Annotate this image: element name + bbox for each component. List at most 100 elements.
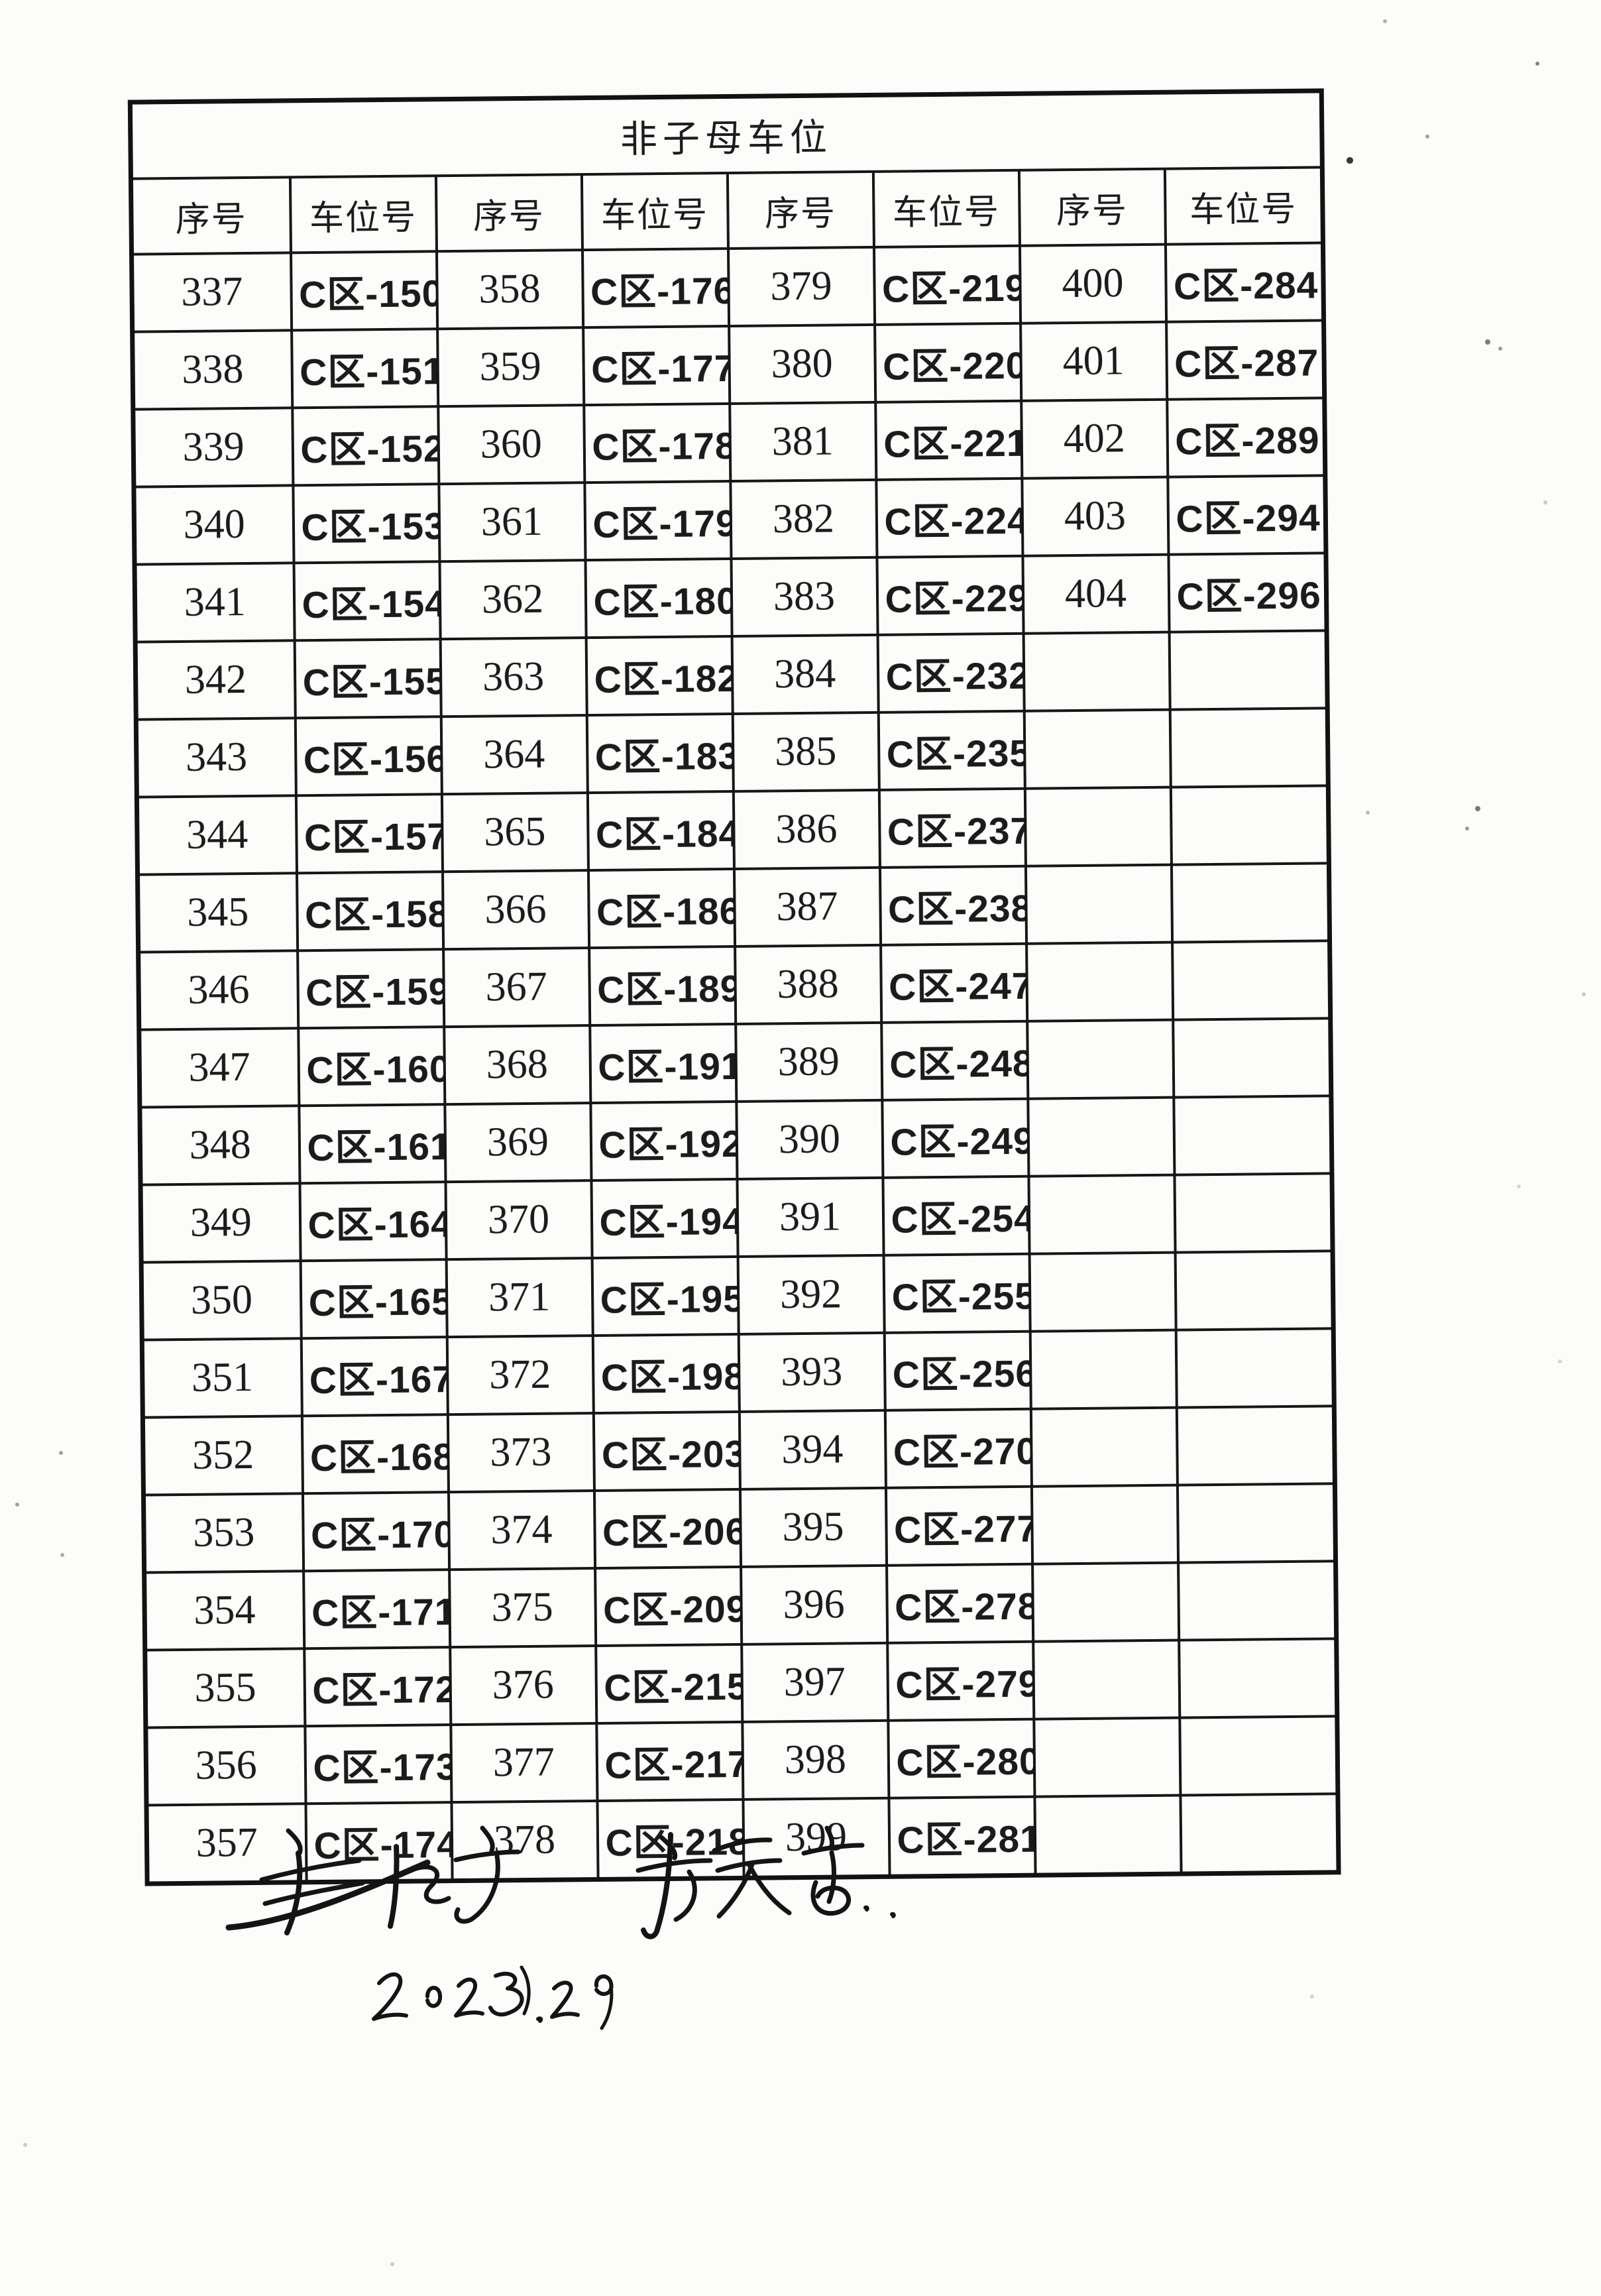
serial-number-cell bbox=[1034, 1795, 1182, 1876]
parking-space-cell: C区-198 bbox=[592, 1334, 740, 1414]
header-serial-1: 序号 bbox=[131, 177, 291, 255]
serial-number-cell: 389 bbox=[735, 1022, 882, 1102]
parking-space-cell: C区-238 bbox=[879, 866, 1026, 945]
parking-space-cell: C区-167 bbox=[301, 1337, 448, 1416]
parking-space-cell bbox=[1170, 785, 1329, 865]
signature-right bbox=[635, 1825, 896, 1939]
parking-space-cell: C区-178 bbox=[583, 404, 730, 483]
serial-number-cell: 365 bbox=[441, 793, 588, 872]
parking-space-cell: C区-232 bbox=[877, 633, 1024, 713]
parking-space-cell: C区-177 bbox=[582, 326, 730, 406]
serial-number-cell bbox=[1026, 942, 1173, 1021]
table-row: 338 C区-151 359 C区-177 380 C区-220 401 C区-287 bbox=[132, 320, 1325, 410]
serial-number-cell: 375 bbox=[449, 1568, 596, 1648]
table-row: 344 C区-157 365 C区-184 386 C区-237 bbox=[137, 785, 1329, 875]
serial-number-cell: 347 bbox=[138, 1028, 299, 1108]
serial-number-cell bbox=[1030, 1330, 1177, 1409]
parking-space-cell: C区-157 bbox=[296, 794, 443, 874]
parking-space-cell bbox=[1177, 1483, 1336, 1563]
parking-space-cell: C区-254 bbox=[882, 1176, 1030, 1255]
serial-number-cell: 368 bbox=[443, 1025, 590, 1105]
serial-number-cell: 404 bbox=[1022, 554, 1170, 634]
serial-number-cell: 384 bbox=[732, 634, 879, 714]
serial-number-cell: 337 bbox=[131, 253, 292, 332]
parking-space-cell: C区-279 bbox=[887, 1641, 1034, 1721]
parking-space-cell: C区-215 bbox=[595, 1644, 742, 1724]
serial-number-cell: 396 bbox=[740, 1565, 887, 1644]
serial-number-cell: 391 bbox=[736, 1177, 884, 1257]
parking-space-cell bbox=[1169, 630, 1328, 710]
serial-number-cell: 373 bbox=[447, 1413, 594, 1493]
parking-space-cell: C区-191 bbox=[589, 1023, 736, 1104]
parking-space-cell: C区-155 bbox=[294, 639, 441, 718]
serial-number-cell: 379 bbox=[728, 247, 875, 327]
serial-number-cell: 380 bbox=[728, 324, 875, 404]
serial-number-cell: 398 bbox=[742, 1720, 889, 1800]
serial-number-cell: 395 bbox=[740, 1487, 887, 1567]
serial-number-cell bbox=[1028, 1175, 1176, 1254]
table-row: 354 C区-171 375 C区-209 396 C区-278 bbox=[144, 1561, 1337, 1650]
serial-number-cell: 401 bbox=[1020, 321, 1167, 401]
serial-number-cell: 354 bbox=[144, 1571, 304, 1650]
serial-number-cell: 352 bbox=[142, 1416, 303, 1495]
serial-number-cell bbox=[1027, 1097, 1174, 1177]
parking-space-cell: C区-270 bbox=[885, 1408, 1032, 1488]
table-title-row: 非子母车位 bbox=[130, 90, 1323, 179]
serial-number-cell bbox=[1032, 1640, 1180, 1719]
parking-space-table: 非子母车位 序号 车位号 序号 车位号 序号 车位号 序号 车位号 337 C区-… bbox=[127, 88, 1341, 1886]
parking-space-cell: C区-249 bbox=[881, 1098, 1028, 1178]
serial-number-cell bbox=[1026, 1019, 1174, 1099]
table-row: 348 C区-161 369 C区-192 390 C区-249 bbox=[139, 1096, 1332, 1185]
parking-space-cell: C区-229 bbox=[876, 555, 1024, 635]
serial-number-cell: 372 bbox=[447, 1336, 594, 1415]
serial-number-cell: 345 bbox=[137, 873, 298, 952]
parking-space-cell bbox=[1172, 1018, 1331, 1098]
serial-number-cell: 403 bbox=[1021, 477, 1168, 556]
serial-number-cell bbox=[1025, 864, 1172, 944]
parking-space-cell bbox=[1176, 1328, 1335, 1408]
parking-space-cell: C区-192 bbox=[590, 1101, 737, 1181]
serial-number-cell: 346 bbox=[138, 950, 298, 1030]
parking-space-cell: C区-237 bbox=[879, 788, 1026, 868]
table-row: 349 C区-164 370 C区-194 391 C区-254 bbox=[140, 1173, 1333, 1263]
table-row: 342 C区-155 363 C区-182 384 C区-232 bbox=[135, 630, 1328, 720]
parking-space-cell: C区-168 bbox=[302, 1414, 449, 1494]
parking-space-cell: C区-256 bbox=[884, 1331, 1031, 1410]
parking-space-cell: C区-165 bbox=[300, 1259, 447, 1339]
parking-space-cell: C区-248 bbox=[881, 1021, 1028, 1100]
parking-space-cell: C区-255 bbox=[883, 1253, 1030, 1333]
parking-space-cell: C区-277 bbox=[885, 1486, 1032, 1566]
serial-number-cell bbox=[1030, 1407, 1178, 1487]
parking-space-cell: C区-278 bbox=[886, 1564, 1033, 1643]
table-row: 355 C区-172 376 C区-215 397 C区-279 bbox=[144, 1638, 1337, 1728]
serial-number-cell: 348 bbox=[139, 1106, 300, 1185]
parking-space-cell: C区-179 bbox=[584, 481, 731, 561]
table-row: 347 C区-160 368 C区-191 389 C区-248 bbox=[138, 1018, 1331, 1108]
serial-number-cell: 397 bbox=[741, 1642, 888, 1722]
serial-number-cell: 363 bbox=[440, 638, 587, 717]
header-space-1: 车位号 bbox=[290, 176, 437, 253]
parking-space-cell bbox=[1172, 941, 1331, 1020]
header-serial-3: 序号 bbox=[727, 171, 874, 249]
header-serial-4: 序号 bbox=[1019, 168, 1166, 246]
parking-table-sheet: 非子母车位 序号 车位号 序号 车位号 序号 车位号 序号 车位号 337 C区-… bbox=[127, 88, 1341, 1886]
serial-number-cell: 360 bbox=[437, 405, 584, 485]
parking-space-cell: C区-186 bbox=[588, 868, 735, 948]
header-space-2: 车位号 bbox=[581, 173, 728, 251]
parking-space-cell bbox=[1178, 1561, 1337, 1640]
parking-space-cell: C区-183 bbox=[586, 713, 734, 793]
parking-space-cell bbox=[1179, 1716, 1338, 1796]
serial-number-cell bbox=[1032, 1562, 1179, 1642]
parking-space-cell: C区-221 bbox=[875, 400, 1022, 480]
serial-number-cell bbox=[1023, 632, 1170, 711]
table-row: 341 C区-154 362 C区-180 383 C区-229 404 C区-296 bbox=[135, 553, 1327, 642]
serial-number-cell bbox=[1024, 787, 1172, 866]
parking-space-cell: C区-280 bbox=[887, 1719, 1034, 1798]
serial-number-cell: 388 bbox=[734, 945, 881, 1024]
serial-number-cell bbox=[1031, 1485, 1178, 1564]
parking-space-cell: C区-158 bbox=[296, 872, 443, 951]
serial-number-cell: 393 bbox=[738, 1332, 885, 1412]
serial-number-cell: 344 bbox=[137, 795, 297, 875]
serial-number-cell: 339 bbox=[133, 408, 293, 487]
